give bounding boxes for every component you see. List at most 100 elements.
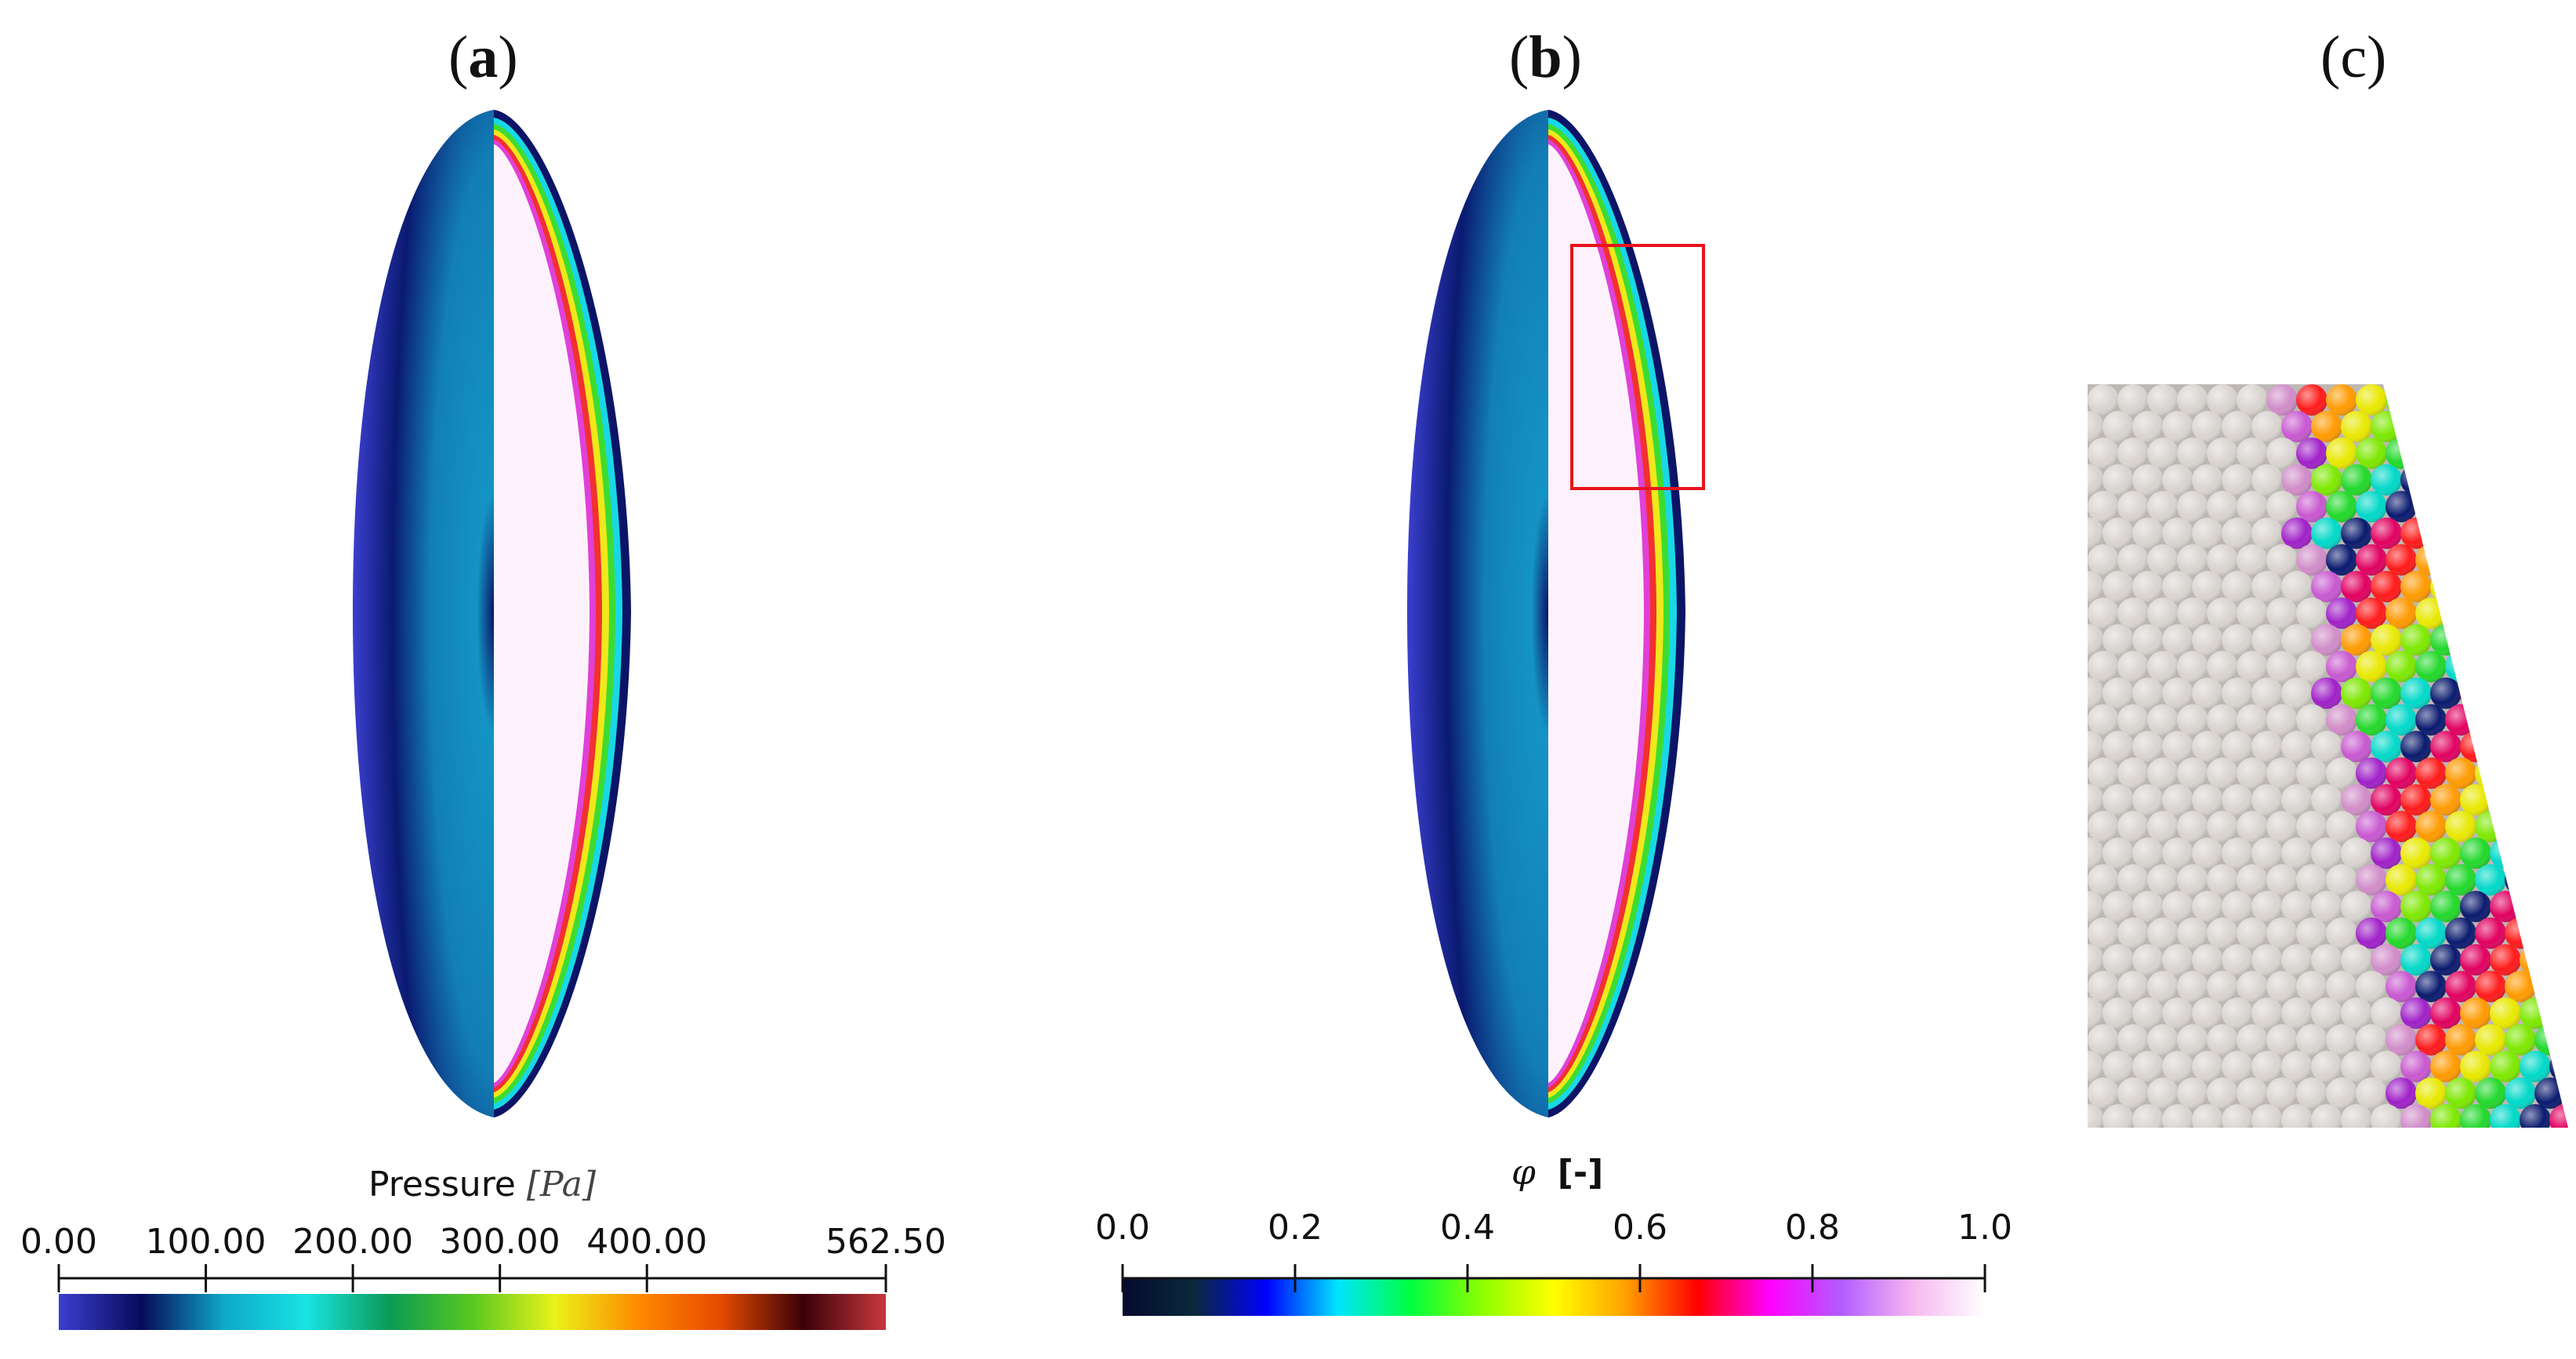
particle-shading [2251, 997, 2283, 1029]
particle-shading [2296, 384, 2327, 416]
particle-shading [2460, 838, 2491, 869]
particle-shading [2251, 464, 2283, 496]
particle-shading [2177, 1077, 2208, 1109]
colorbar-phi-tick-label: 0.0 [1095, 1208, 1150, 1248]
particle-shading [2341, 624, 2372, 656]
particle-shading [2132, 1051, 2164, 1082]
particle-shading [2088, 838, 2104, 869]
particle-shading [2415, 811, 2447, 842]
particle-shading [2222, 838, 2253, 869]
particle-shading [2192, 571, 2223, 602]
droplet-left-half [353, 110, 494, 1117]
particle-shading [2117, 544, 2149, 576]
particle-shading [2147, 598, 2179, 629]
particle-shading [2207, 1077, 2238, 1109]
particle-shading [2296, 704, 2327, 736]
particle-shading [2311, 518, 2342, 549]
particle-shading [2147, 758, 2179, 789]
particle-shading [2237, 1024, 2268, 1056]
particle-shading [2311, 731, 2342, 762]
particle-shading [2341, 411, 2372, 442]
particle-shading [2430, 944, 2462, 976]
particle-shading [2237, 1077, 2268, 1109]
particle-shading [2192, 838, 2223, 869]
particle-shading [2088, 1077, 2119, 1109]
particle-shading [2549, 1104, 2568, 1128]
particle-shading [2207, 811, 2238, 842]
particle-shading [2371, 997, 2402, 1029]
particle-shading [2356, 918, 2387, 949]
particle-shading [2117, 598, 2149, 629]
particle-shading [2088, 678, 2104, 709]
particle-shading [2266, 704, 2298, 736]
particle-shading [2192, 411, 2223, 442]
particle-shading [2371, 624, 2402, 656]
particle-shading [2281, 678, 2313, 709]
particle-shading [2281, 784, 2313, 816]
particle-shading [2088, 1051, 2104, 1082]
particle-shading [2237, 811, 2268, 842]
particle-shading [2237, 384, 2268, 416]
particle-shading [2520, 1104, 2551, 1128]
particle-shading [2326, 758, 2357, 789]
particle-shading [2177, 864, 2208, 896]
particle-shading [2147, 384, 2179, 416]
particle-shading [2356, 1024, 2387, 1056]
particle-shading [2103, 678, 2134, 709]
particle-shading [2162, 784, 2193, 816]
particle-shading [2386, 544, 2417, 576]
particle-shading [2311, 678, 2342, 709]
particle-shading [2237, 704, 2268, 736]
particle-shading [2207, 864, 2238, 896]
particle-shading [2132, 518, 2164, 549]
particle-shading [2177, 811, 2208, 842]
particle-shading [2088, 1104, 2104, 1128]
particle-shading [2386, 1077, 2417, 1109]
particle-shading [2132, 838, 2164, 869]
particle-shading [2475, 918, 2506, 949]
particle-shading [2117, 1024, 2149, 1056]
particle-shading [2311, 838, 2342, 869]
particle-shading [2460, 944, 2491, 976]
particle-shading [2371, 464, 2402, 496]
particle-shading [2371, 891, 2402, 922]
particle-shading [2103, 944, 2134, 976]
particle-shading [2162, 944, 2193, 976]
particle-shading [2281, 891, 2313, 922]
particle-shading [2251, 731, 2283, 762]
colorbar-pressure [57, 1264, 887, 1330]
particle-shading [2341, 1104, 2372, 1128]
particle-shading [2117, 971, 2149, 1002]
particle-shading [2281, 731, 2313, 762]
particle-shading [2460, 997, 2491, 1029]
particle-closeup [2088, 384, 2568, 1128]
particle-shading [2266, 971, 2298, 1002]
particle-shading [2356, 598, 2387, 629]
particle-shading [2326, 651, 2357, 682]
particle-shading [2222, 731, 2253, 762]
particle-shading [2415, 918, 2447, 949]
particle-shading [2088, 518, 2104, 549]
particle-shading [2147, 544, 2179, 576]
particle-shading [2162, 624, 2193, 656]
colorbar-phi [1121, 1264, 1986, 1316]
particle-shading [2132, 411, 2164, 442]
particle-shading [2207, 384, 2238, 416]
particle-shading [2251, 518, 2283, 549]
particle-shading [2475, 1077, 2506, 1109]
particle-shading [2445, 864, 2476, 896]
particle-shading [2490, 1051, 2521, 1082]
particle-shading [2088, 891, 2104, 922]
particle-shading [2162, 891, 2193, 922]
particle-shading [2192, 464, 2223, 496]
particle-shading [2103, 411, 2134, 442]
particle-shading [2177, 598, 2208, 629]
particle-shading [2266, 598, 2298, 629]
particle-shading [2296, 864, 2327, 896]
particle-shading [2147, 704, 2179, 736]
particle-shading [2520, 1051, 2551, 1082]
particle-shading [2356, 971, 2387, 1002]
particle-shading [2237, 438, 2268, 469]
particle-shading [2371, 731, 2402, 762]
particle-shading [2147, 491, 2179, 522]
